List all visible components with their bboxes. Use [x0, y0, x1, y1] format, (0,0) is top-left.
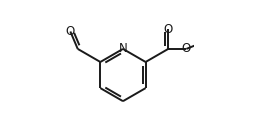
Text: O: O: [66, 25, 75, 38]
Text: O: O: [164, 23, 173, 36]
Text: O: O: [182, 42, 191, 55]
Text: N: N: [119, 42, 127, 55]
